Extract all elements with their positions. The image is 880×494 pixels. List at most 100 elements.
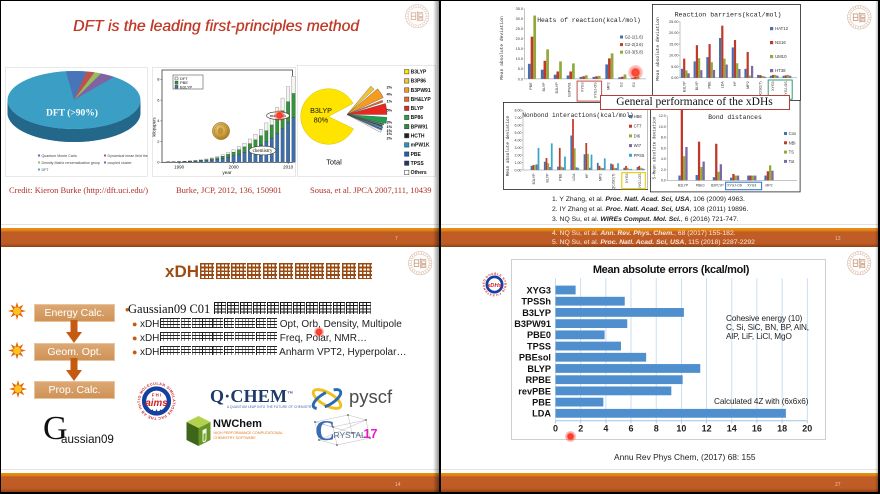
svg-text:10.0: 10.0: [659, 125, 666, 129]
svg-text:16: 16: [752, 423, 762, 433]
svg-text:PBE: PBE: [411, 152, 422, 158]
svg-text:XYG3: XYG3: [581, 82, 585, 92]
svg-text:4: 4: [604, 423, 609, 433]
svg-text:XYGJ-OS: XYGJ-OS: [783, 81, 787, 97]
svg-text:LDA: LDA: [571, 173, 575, 181]
svg-text:B3LYP: B3LYP: [678, 184, 689, 188]
svg-text:20.0: 20.0: [516, 37, 523, 41]
svg-text:TS: TS: [789, 150, 795, 155]
svg-text:▲▲▲: ▲▲▲: [151, 407, 163, 412]
svg-text:2%: 2%: [387, 136, 393, 141]
svg-text:B3LYP: B3LYP: [180, 84, 192, 89]
svg-text:1%: 1%: [387, 124, 393, 129]
svg-text:Nonbond interactions(kcal/mol): Nonbond interactions(kcal/mol): [522, 112, 633, 119]
svg-text:0.0: 0.0: [661, 179, 666, 183]
svg-text:HF: HF: [733, 81, 737, 87]
svg-text:XYG3: XYG3: [624, 173, 628, 183]
svg-text:8: 8: [654, 423, 659, 433]
svg-text:C: C: [315, 416, 335, 447]
svg-text:XYG3: XYG3: [771, 81, 775, 91]
svg-text:DFT (>90%): DFT (>90%): [46, 108, 98, 119]
svg-text:20: 20: [802, 423, 812, 433]
svg-text:25.0: 25.0: [516, 27, 523, 31]
svg-text:1%: 1%: [387, 128, 393, 133]
svg-text:QCISD(T): QCISD(T): [611, 173, 615, 189]
svg-text:10.00: 10.00: [668, 54, 678, 58]
svg-text:XYGJ-OS: XYGJ-OS: [727, 184, 743, 188]
svg-text:B3PW91: B3PW91: [514, 319, 551, 329]
svg-text:DFT: DFT: [180, 76, 188, 81]
svg-text:QCISD(T): QCISD(T): [758, 81, 762, 97]
svg-text:PBEsol: PBEsol: [519, 353, 551, 363]
svg-text:12.0: 12.0: [659, 114, 666, 118]
svg-text:5.00: 5.00: [671, 65, 678, 69]
svg-text:BLYP: BLYP: [545, 173, 549, 183]
svg-text:B3PW91: B3PW91: [568, 82, 572, 96]
svg-text:15.00: 15.00: [668, 43, 678, 47]
svg-text:20.00: 20.00: [668, 31, 678, 35]
svg-text:Tot: Tot: [789, 159, 795, 164]
svg-text:18: 18: [777, 423, 787, 433]
svg-text:5.00: 5.00: [514, 130, 521, 134]
svg-text:CT7: CT7: [633, 123, 642, 128]
svg-text:S-Mean absolute deviation: S-Mean absolute deviation: [653, 116, 658, 179]
svg-text:HF: HF: [585, 172, 589, 178]
svg-text:B3LYP: B3LYP: [522, 308, 551, 318]
svg-text:3%: 3%: [387, 120, 393, 125]
svg-text:PBE: PBE: [180, 80, 188, 85]
svg-text:xDHs: xDHs: [486, 283, 503, 289]
svg-text:HT38: HT38: [775, 68, 786, 73]
svg-text:2: 2: [578, 423, 583, 433]
svg-text:MP2: MP2: [598, 173, 602, 180]
svg-text:0.00: 0.00: [671, 76, 678, 80]
svg-text:1990: 1990: [174, 164, 185, 169]
svg-text:PPS5: PPS5: [633, 152, 644, 157]
svg-text:B3LYP: B3LYP: [682, 81, 686, 93]
svg-text:XYGJ-OS: XYGJ-OS: [638, 173, 642, 189]
svg-text:aims: aims: [145, 398, 168, 409]
svg-text:Quantum Monte Carlo: Quantum Monte Carlo: [42, 154, 77, 158]
svg-text:25.00: 25.00: [668, 20, 678, 24]
svg-text:5%: 5%: [387, 108, 393, 113]
svg-text:BLYP: BLYP: [542, 82, 546, 92]
svg-text:2.00: 2.00: [514, 153, 521, 157]
svg-text:RYSTAL: RYSTAL: [334, 430, 367, 440]
svg-text:BLYP: BLYP: [528, 364, 552, 374]
svg-text:4.0: 4.0: [661, 157, 666, 161]
svg-text:TPSS: TPSS: [411, 161, 425, 167]
svg-text:HAT12: HAT12: [775, 26, 789, 31]
svg-text:8: 8: [157, 77, 160, 82]
svg-text:Total: Total: [326, 158, 342, 167]
svg-text:PBE0: PBE0: [696, 184, 705, 188]
svg-text:LDA: LDA: [532, 409, 551, 419]
svg-text:BLYP: BLYP: [695, 81, 699, 91]
svg-text:B3LYP: B3LYP: [310, 106, 332, 115]
svg-text:Mean absolute deviation: Mean absolute deviation: [499, 16, 505, 80]
svg-text:G2-2(3.6): G2-2(3.6): [625, 42, 644, 47]
svg-text:6: 6: [629, 423, 634, 433]
svg-text:chemistry: chemistry: [253, 149, 273, 154]
svg-text:HB6: HB6: [633, 114, 642, 119]
svg-text:7.00: 7.00: [514, 115, 521, 119]
svg-text:PBE: PBE: [558, 173, 562, 181]
svg-text:DI6: DI6: [633, 133, 640, 138]
svg-text:17: 17: [364, 427, 378, 441]
svg-text:2000: 2000: [229, 164, 240, 169]
svg-text:0.00: 0.00: [514, 168, 521, 172]
svg-text:NBI: NBI: [789, 141, 796, 146]
svg-text:HCTH: HCTH: [411, 134, 425, 140]
svg-text:Mean absolute deviation: Mean absolute deviation: [506, 115, 511, 176]
svg-text:LDA: LDA: [720, 81, 724, 89]
svg-text:BPW91: BPW91: [411, 124, 428, 130]
svg-text:PBE: PBE: [707, 81, 711, 89]
svg-text:Heats of reaction(kcal/mol): Heats of reaction(kcal/mol): [537, 17, 641, 24]
svg-text:F H I: F H I: [152, 392, 162, 397]
svg-text:DFT: DFT: [42, 168, 50, 172]
svg-text:14: 14: [727, 423, 737, 433]
svg-text:BP86: BP86: [411, 115, 424, 121]
svg-text:1%: 1%: [387, 99, 393, 104]
svg-text:Dynamical mean field theory: Dynamical mean field theory: [108, 154, 149, 158]
svg-text:15.0: 15.0: [516, 47, 523, 51]
svg-text:G3: G3: [632, 82, 636, 87]
svg-text:30.0: 30.0: [516, 17, 523, 21]
